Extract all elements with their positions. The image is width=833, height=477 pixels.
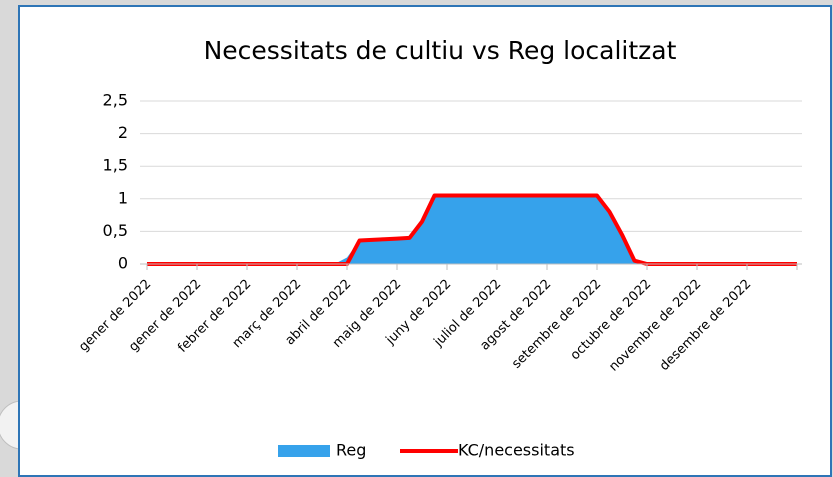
y-tick-label: 0,5 (103, 221, 128, 240)
area (147, 195, 797, 264)
legend-swatch (278, 445, 330, 457)
chart-title: Necessitats de cultiu vs Reg localitzat (204, 36, 677, 65)
legend-label: KC/necessitats (458, 441, 575, 460)
y-tick-label: 1 (118, 188, 128, 207)
y-tick-label: 2,5 (103, 91, 128, 110)
legend-label: Reg (336, 441, 366, 460)
y-tick-label: 2 (118, 123, 128, 142)
y-tick-label: 1,5 (103, 156, 128, 175)
y-tick-label: 0 (118, 254, 128, 273)
